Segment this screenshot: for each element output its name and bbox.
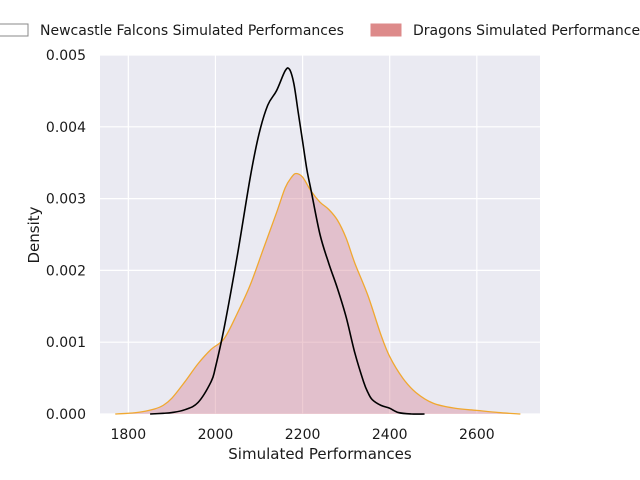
y-axis-ticks: 0.000 0.001 0.002 0.003 0.004 0.005	[46, 48, 86, 423]
x-tick-label: 1800	[110, 427, 146, 443]
x-tick-label: 2200	[285, 427, 321, 443]
x-tick-label: 2400	[372, 427, 408, 443]
x-axis-label: Simulated Performances	[228, 445, 412, 463]
dragons-density-area	[115, 173, 521, 414]
legend: Newcastle Falcons Simulated Performances…	[0, 23, 640, 39]
y-tick-label: 0.005	[46, 48, 86, 64]
legend-swatch-dragons	[370, 23, 402, 37]
newcastle-falcons-density-line	[150, 67, 425, 415]
legend-label-dragons: Dragons Simulated Performances	[413, 23, 640, 39]
y-tick-label: 0.000	[46, 407, 86, 423]
y-tick-label: 0.002	[46, 263, 86, 279]
series-layer	[115, 67, 521, 415]
legend-label-newcastle: Newcastle Falcons Simulated Performances	[40, 23, 344, 39]
x-tick-label: 2000	[198, 427, 234, 443]
y-tick-label: 0.001	[46, 335, 86, 351]
dragons-density-line	[115, 172, 521, 415]
y-tick-label: 0.003	[46, 192, 86, 208]
y-axis-label: Density	[25, 206, 43, 263]
y-tick-label: 0.004	[46, 120, 86, 136]
x-tick-label: 2600	[459, 427, 495, 443]
legend-swatch-newcastle	[0, 23, 29, 37]
grid-lines	[100, 54, 540, 415]
x-axis-ticks: 1800 2000 2200 2400 2600	[110, 427, 494, 443]
